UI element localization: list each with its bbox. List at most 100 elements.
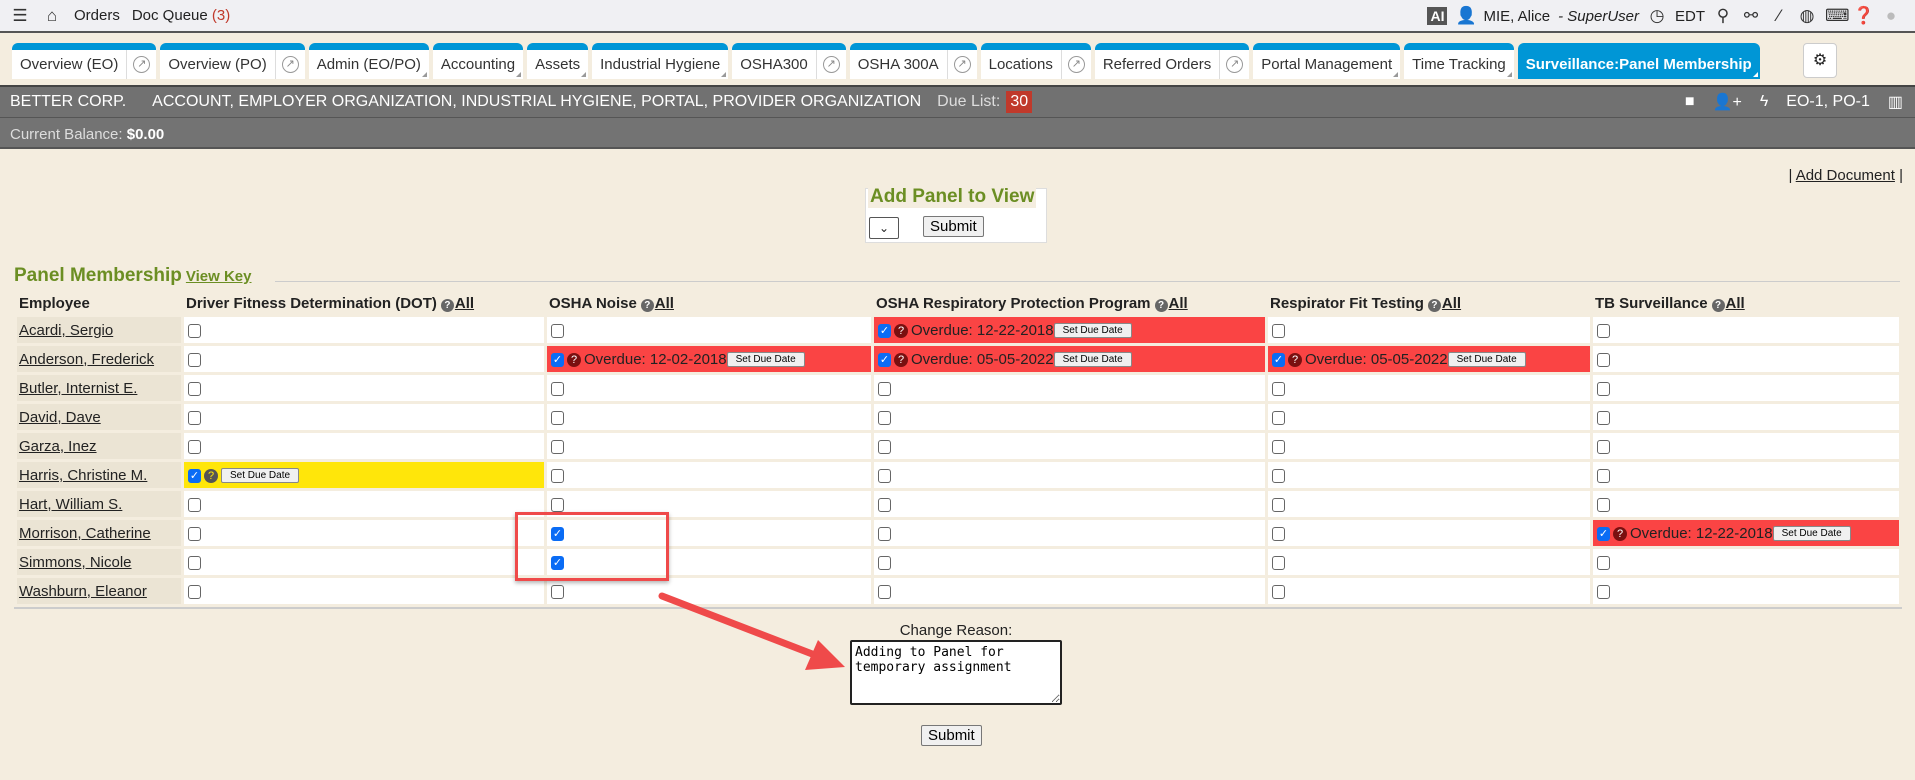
help-icon[interactable]: ? [1427,298,1441,312]
membership-checkbox[interactable] [551,410,564,425]
membership-checkbox[interactable] [1597,468,1610,483]
help-icon[interactable]: ? [567,352,581,367]
membership-checkbox[interactable]: ✓ [551,555,564,570]
user-name[interactable]: MIE, Alice [1483,7,1551,25]
set-due-date-button[interactable]: Set Due Date [1772,526,1851,542]
open-external-button[interactable]: ↗ [946,50,977,79]
membership-checkbox[interactable]: ✓ [551,526,564,541]
open-external-button[interactable]: ↗ [274,50,305,79]
membership-checkbox[interactable] [551,323,564,338]
help-icon[interactable]: ? [1613,526,1627,541]
help-icon[interactable]: ? [204,468,218,483]
lightning-icon[interactable]: ϟ [1759,93,1769,110]
open-external-button[interactable]: ↗ [1219,50,1249,79]
membership-checkbox[interactable] [551,584,564,599]
orders-link[interactable]: Orders [74,7,120,24]
org-ids[interactable]: EO-1, PO-1 [1786,93,1870,110]
doc-queue-link[interactable]: Doc Queue (3) [132,7,230,24]
select-all-link[interactable]: All [1168,294,1188,312]
employee-link[interactable]: Anderson, Frederick [19,350,155,368]
tab-assets[interactable]: Assets [527,43,589,79]
help-icon[interactable]: ? [894,323,908,338]
home-icon[interactable]: ⌂ [46,5,58,25]
membership-checkbox[interactable] [551,381,564,396]
help-icon[interactable]: ? [1711,298,1725,312]
help-icon[interactable]: ? [894,352,908,367]
tab-locations[interactable]: Locations ↗ [980,43,1091,79]
add-document-link[interactable]: Add Document [1795,167,1895,184]
membership-checkbox[interactable] [188,410,201,425]
tab-overview-eo-[interactable]: Overview (EO) ↗ [12,43,157,79]
membership-checkbox[interactable]: ✓ [878,352,891,367]
membership-checkbox[interactable] [1272,584,1285,599]
membership-checkbox[interactable] [1272,323,1285,338]
employee-link[interactable]: Morrison, Catherine [19,524,151,542]
employee-link[interactable]: Garza, Inez [19,437,97,455]
membership-checkbox[interactable]: ✓ [1272,352,1285,367]
membership-checkbox[interactable] [878,497,891,512]
help-icon[interactable]: ? [1288,352,1302,367]
tab-overview-po-[interactable]: Overview (PO) ↗ [160,43,305,79]
help-icon[interactable]: ❓ [1853,6,1875,25]
membership-checkbox[interactable] [551,439,564,454]
employee-link[interactable]: Harris, Christine M. [19,466,148,484]
membership-checkbox[interactable] [1597,497,1610,512]
membership-checkbox[interactable]: ✓ [188,468,201,483]
open-external-button[interactable]: ↗ [815,50,846,79]
membership-checkbox[interactable] [878,526,891,541]
change-reason-input[interactable]: Adding to Panel for temporary assignment [850,640,1062,705]
employee-link[interactable]: Acardi, Sergio [19,321,114,339]
membership-checkbox[interactable] [1272,410,1285,425]
membership-checkbox[interactable] [1272,381,1285,396]
magic-wand-icon[interactable]: ⁄ [1777,6,1781,25]
select-all-link[interactable]: All [1725,294,1745,312]
link-icon[interactable]: ⚯ [1743,6,1759,25]
select-all-link[interactable]: All [1441,294,1462,312]
set-due-date-button[interactable]: Set Due Date [1053,352,1132,368]
tab-osha300[interactable]: OSHA300 ↗ [732,43,846,79]
keyboard-icon[interactable]: ⌨ [1825,6,1850,25]
membership-checkbox[interactable] [878,584,891,599]
menu-icon[interactable]: ☰ [12,5,28,25]
tab-accounting[interactable]: Accounting [432,43,524,79]
help-icon[interactable]: ? [640,298,654,312]
membership-checkbox[interactable] [878,555,891,570]
chart-icon[interactable]: ▥ [1887,94,1903,111]
tab-portal-management[interactable]: Portal Management [1253,43,1401,79]
tab-referred-orders[interactable]: Referred Orders ↗ [1094,43,1250,79]
membership-checkbox[interactable] [878,381,891,396]
membership-checkbox[interactable] [1597,352,1610,367]
search-icon[interactable]: ⚲ [1716,6,1730,25]
employee-link[interactable]: Butler, Internist E. [19,379,138,397]
membership-checkbox[interactable] [1597,584,1610,599]
view-key-link[interactable]: View Key [185,268,252,285]
membership-checkbox[interactable] [1272,526,1285,541]
video-icon[interactable]: ■ [1684,93,1695,110]
membership-checkbox[interactable] [1597,439,1610,454]
ai-button[interactable]: AI [1427,7,1448,25]
membership-checkbox[interactable] [1272,439,1285,454]
tab-osha-300a[interactable]: OSHA 300A ↗ [849,43,977,79]
set-due-date-button[interactable]: Set Due Date [1053,323,1132,339]
panel-select[interactable]: ⌄ [869,217,899,239]
tab-industrial-hygiene[interactable]: Industrial Hygiene [592,43,729,79]
set-due-date-button[interactable]: Set Due Date [1447,352,1526,368]
employee-link[interactable]: David, Dave [19,408,101,426]
membership-checkbox[interactable] [878,410,891,425]
tab-time-tracking[interactable]: Time Tracking [1404,43,1514,79]
employee-link[interactable]: Simmons, Nicole [19,553,132,571]
select-all-link[interactable]: All [654,294,674,312]
add-user-icon[interactable]: 👤+ [1712,94,1742,111]
membership-checkbox[interactable] [1597,381,1610,396]
tab-admin-eo-po-[interactable]: Admin (EO/PO) [308,43,429,79]
membership-checkbox[interactable]: ✓ [1597,526,1610,541]
membership-checkbox[interactable] [1597,323,1610,338]
membership-checkbox[interactable] [1272,468,1285,483]
membership-checkbox[interactable] [1272,555,1285,570]
set-due-date-button[interactable]: Set Due Date [221,468,300,484]
due-list-count[interactable]: 30 [1006,91,1033,113]
membership-checkbox[interactable] [188,584,201,599]
membership-checkbox[interactable] [188,555,201,570]
membership-checkbox[interactable] [1272,497,1285,512]
membership-checkbox[interactable] [188,439,201,454]
